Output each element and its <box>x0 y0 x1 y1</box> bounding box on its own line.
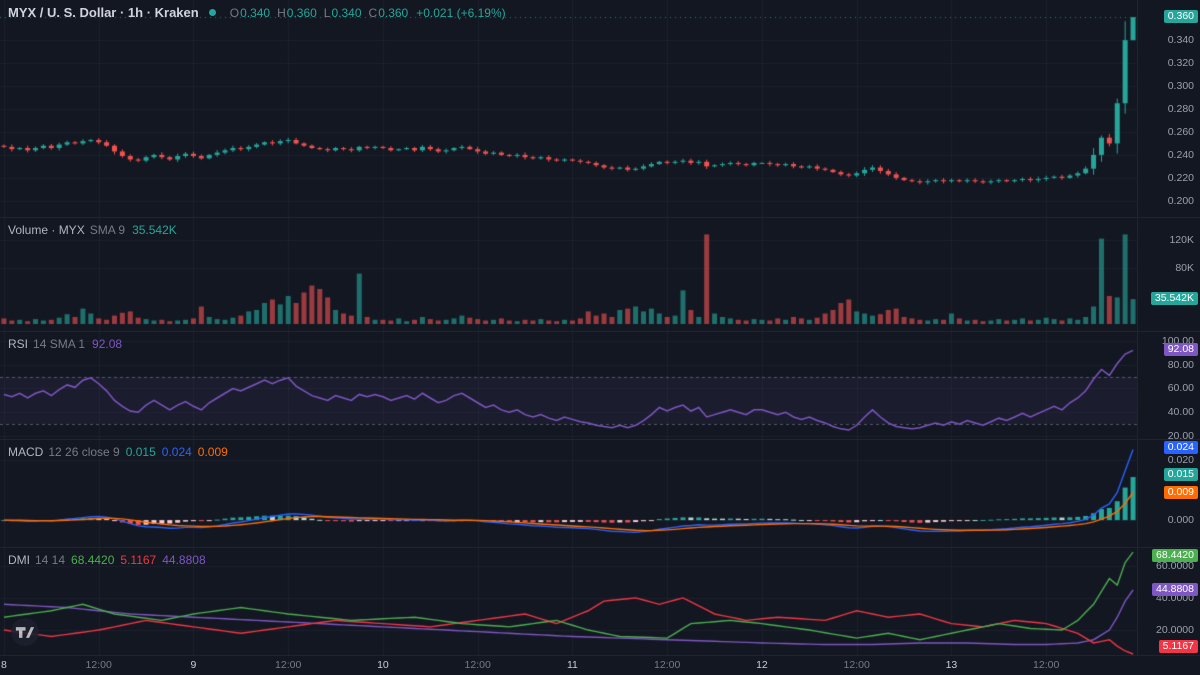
time-label: 12:00 <box>654 659 681 671</box>
macd-header: MACD 12 26 close 9 0.015 0.024 0.009 <box>8 445 228 459</box>
axis-badge: 0.360 <box>1163 10 1198 24</box>
axis-label: 0.240 <box>1167 148 1194 161</box>
axis-label: 0.000 <box>1167 514 1194 527</box>
ohlc-value: 0.340 <box>331 5 362 20</box>
volume-canvas[interactable] <box>0 218 1137 332</box>
symbol-header: MYX / U. S. Dollar · 1h · Kraken O0.340 H… <box>8 5 506 20</box>
time-label: 12:00 <box>843 659 870 671</box>
ohlc-label: L <box>323 5 331 20</box>
axis-badge: 5.1167 <box>1158 640 1198 653</box>
axis-label: 40.00 <box>1167 406 1194 419</box>
dmi-value: 68.4420 <box>71 553 115 567</box>
pane-separator[interactable] <box>0 439 1200 440</box>
price-pane: MYX / U. S. Dollar · 1h · Kraken O0.340 H… <box>0 0 1200 218</box>
ohlc-label: O <box>229 5 240 20</box>
axis-label: 120K <box>1169 234 1194 246</box>
axis-badge: 35.542K <box>1150 292 1198 306</box>
pane-separator[interactable] <box>0 331 1200 332</box>
axis-label: 80.00 <box>1167 358 1194 371</box>
time-label: 13 <box>945 659 958 671</box>
symbol-title[interactable]: MYX / U. S. Dollar · 1h · Kraken <box>8 5 199 20</box>
rsi-header: RSI 14 SMA 1 92.08 <box>8 337 122 351</box>
axis-label: 60.00 <box>1167 382 1194 395</box>
volume-title[interactable]: Volume · MYX <box>8 223 85 237</box>
dmi-value: 44.8808 <box>162 553 206 567</box>
macd-value: 0.009 <box>197 445 228 459</box>
ohlc-label: C <box>368 5 378 20</box>
time-label: 12:00 <box>464 659 491 671</box>
volume-params: SMA 9 <box>89 223 126 237</box>
dmi-params: 14 14 <box>35 553 66 567</box>
time-label: 11 <box>566 659 578 671</box>
macd-axis[interactable]: 0.020 0.000 0.024 0.015 0.009 <box>1137 440 1200 548</box>
time-label: 12:00 <box>1033 659 1060 671</box>
macd-title[interactable]: MACD <box>8 445 44 459</box>
volume-axis[interactable]: 120K 80K 35.542K <box>1137 218 1200 332</box>
price-axis[interactable]: 0.340 0.320 0.300 0.280 0.260 0.240 0.220 0.200… <box>1137 0 1200 218</box>
axis-badge: 68.4420 <box>1152 549 1198 562</box>
rsi-params: 14 SMA 1 <box>33 337 86 351</box>
time-axis[interactable]: 8 12:00 9 12:00 10 12:00 11 12:00 12 12:00 13 12:00 <box>0 655 1200 675</box>
macd-value: 0.024 <box>161 445 192 459</box>
rsi-value: 92.08 <box>92 337 123 351</box>
axis-label: 0.220 <box>1167 171 1194 184</box>
volume-header: Volume · MYX SMA 9 35.542K <box>8 223 177 237</box>
rsi-title[interactable]: RSI <box>8 337 29 351</box>
time-label: 12:00 <box>85 659 112 671</box>
axis-badge: 0.009 <box>1163 486 1198 500</box>
macd-value: 0.015 <box>125 445 156 459</box>
ohlc-value: 0.340 <box>240 5 271 20</box>
axis-label: 20.00 <box>1167 429 1194 440</box>
dmi-value: 5.1167 <box>120 553 157 567</box>
volume-pane: Volume · MYX SMA 9 35.542K 120K 80K 35.542… <box>0 218 1200 332</box>
time-label: 12:00 <box>275 659 302 671</box>
dmi-canvas[interactable] <box>0 548 1137 655</box>
macd-params: 12 26 close 9 <box>48 445 120 459</box>
ohlc-values: O0.340 H0.360 L0.340 C0.360 <box>223 6 409 20</box>
axis-label: 0.020 <box>1167 454 1194 467</box>
axis-label: 0.300 <box>1167 80 1194 93</box>
axis-label: 20.0000 <box>1156 624 1194 637</box>
axis-label: 80K <box>1175 262 1194 274</box>
rsi-axis[interactable]: 100.00 80.00 60.00 40.00 20.00 92.08 <box>1137 332 1200 440</box>
volume-value: 35.542K <box>132 223 177 237</box>
market-status-icon <box>208 9 216 16</box>
axis-badge: 44.8808 <box>1152 583 1198 597</box>
axis-badge: 92.08 <box>1163 343 1198 357</box>
time-label: 10 <box>377 659 389 671</box>
time-label: 12 <box>756 659 768 671</box>
price-change: +0.021 (+6.19%) <box>416 5 506 20</box>
macd-canvas[interactable] <box>0 440 1137 548</box>
rsi-pane: RSI 14 SMA 1 92.08 100.00 80.00 60.00 40.00… <box>0 332 1200 440</box>
axis-badge: 0.015 <box>1163 468 1198 482</box>
axis-label: 0.340 <box>1167 34 1194 47</box>
tradingview-logo-icon <box>11 618 39 646</box>
ohlc-label: H <box>277 5 286 20</box>
pane-separator[interactable] <box>0 217 1200 218</box>
time-label: 9 <box>190 659 197 671</box>
ohlc-value: 0.360 <box>378 5 409 20</box>
axis-badge: 0.024 <box>1163 441 1198 455</box>
dmi-title[interactable]: DMI <box>8 553 30 567</box>
axis-label: 0.280 <box>1167 103 1194 115</box>
macd-values: 0.015 0.024 0.009 <box>120 445 228 459</box>
axis-label: 0.260 <box>1167 125 1194 138</box>
axis-label: 0.200 <box>1167 194 1194 207</box>
axis-label: 60.0000 <box>1156 559 1194 572</box>
price-candlestick-canvas[interactable] <box>0 0 1137 218</box>
rsi-canvas[interactable] <box>0 332 1137 440</box>
dmi-values: 68.4420 5.1167 44.8808 <box>65 553 206 567</box>
pane-separator[interactable] <box>0 547 1200 548</box>
ohlc-value: 0.360 <box>286 5 317 20</box>
dmi-axis[interactable]: 60.0000 40.0000 20.0000 68.4420 44.8808 5.116… <box>1137 548 1200 655</box>
macd-pane: MACD 12 26 close 9 0.015 0.024 0.009 0.020… <box>0 440 1200 548</box>
dmi-header: DMI 14 14 68.4420 5.1167 44.8808 <box>8 553 206 567</box>
axis-label: 0.320 <box>1167 57 1194 70</box>
tradingview-logo[interactable] <box>10 617 40 647</box>
time-label: 8 <box>1 659 7 671</box>
dmi-pane: DMI 14 14 68.4420 5.1167 44.8808 60.0000 40… <box>0 548 1200 655</box>
